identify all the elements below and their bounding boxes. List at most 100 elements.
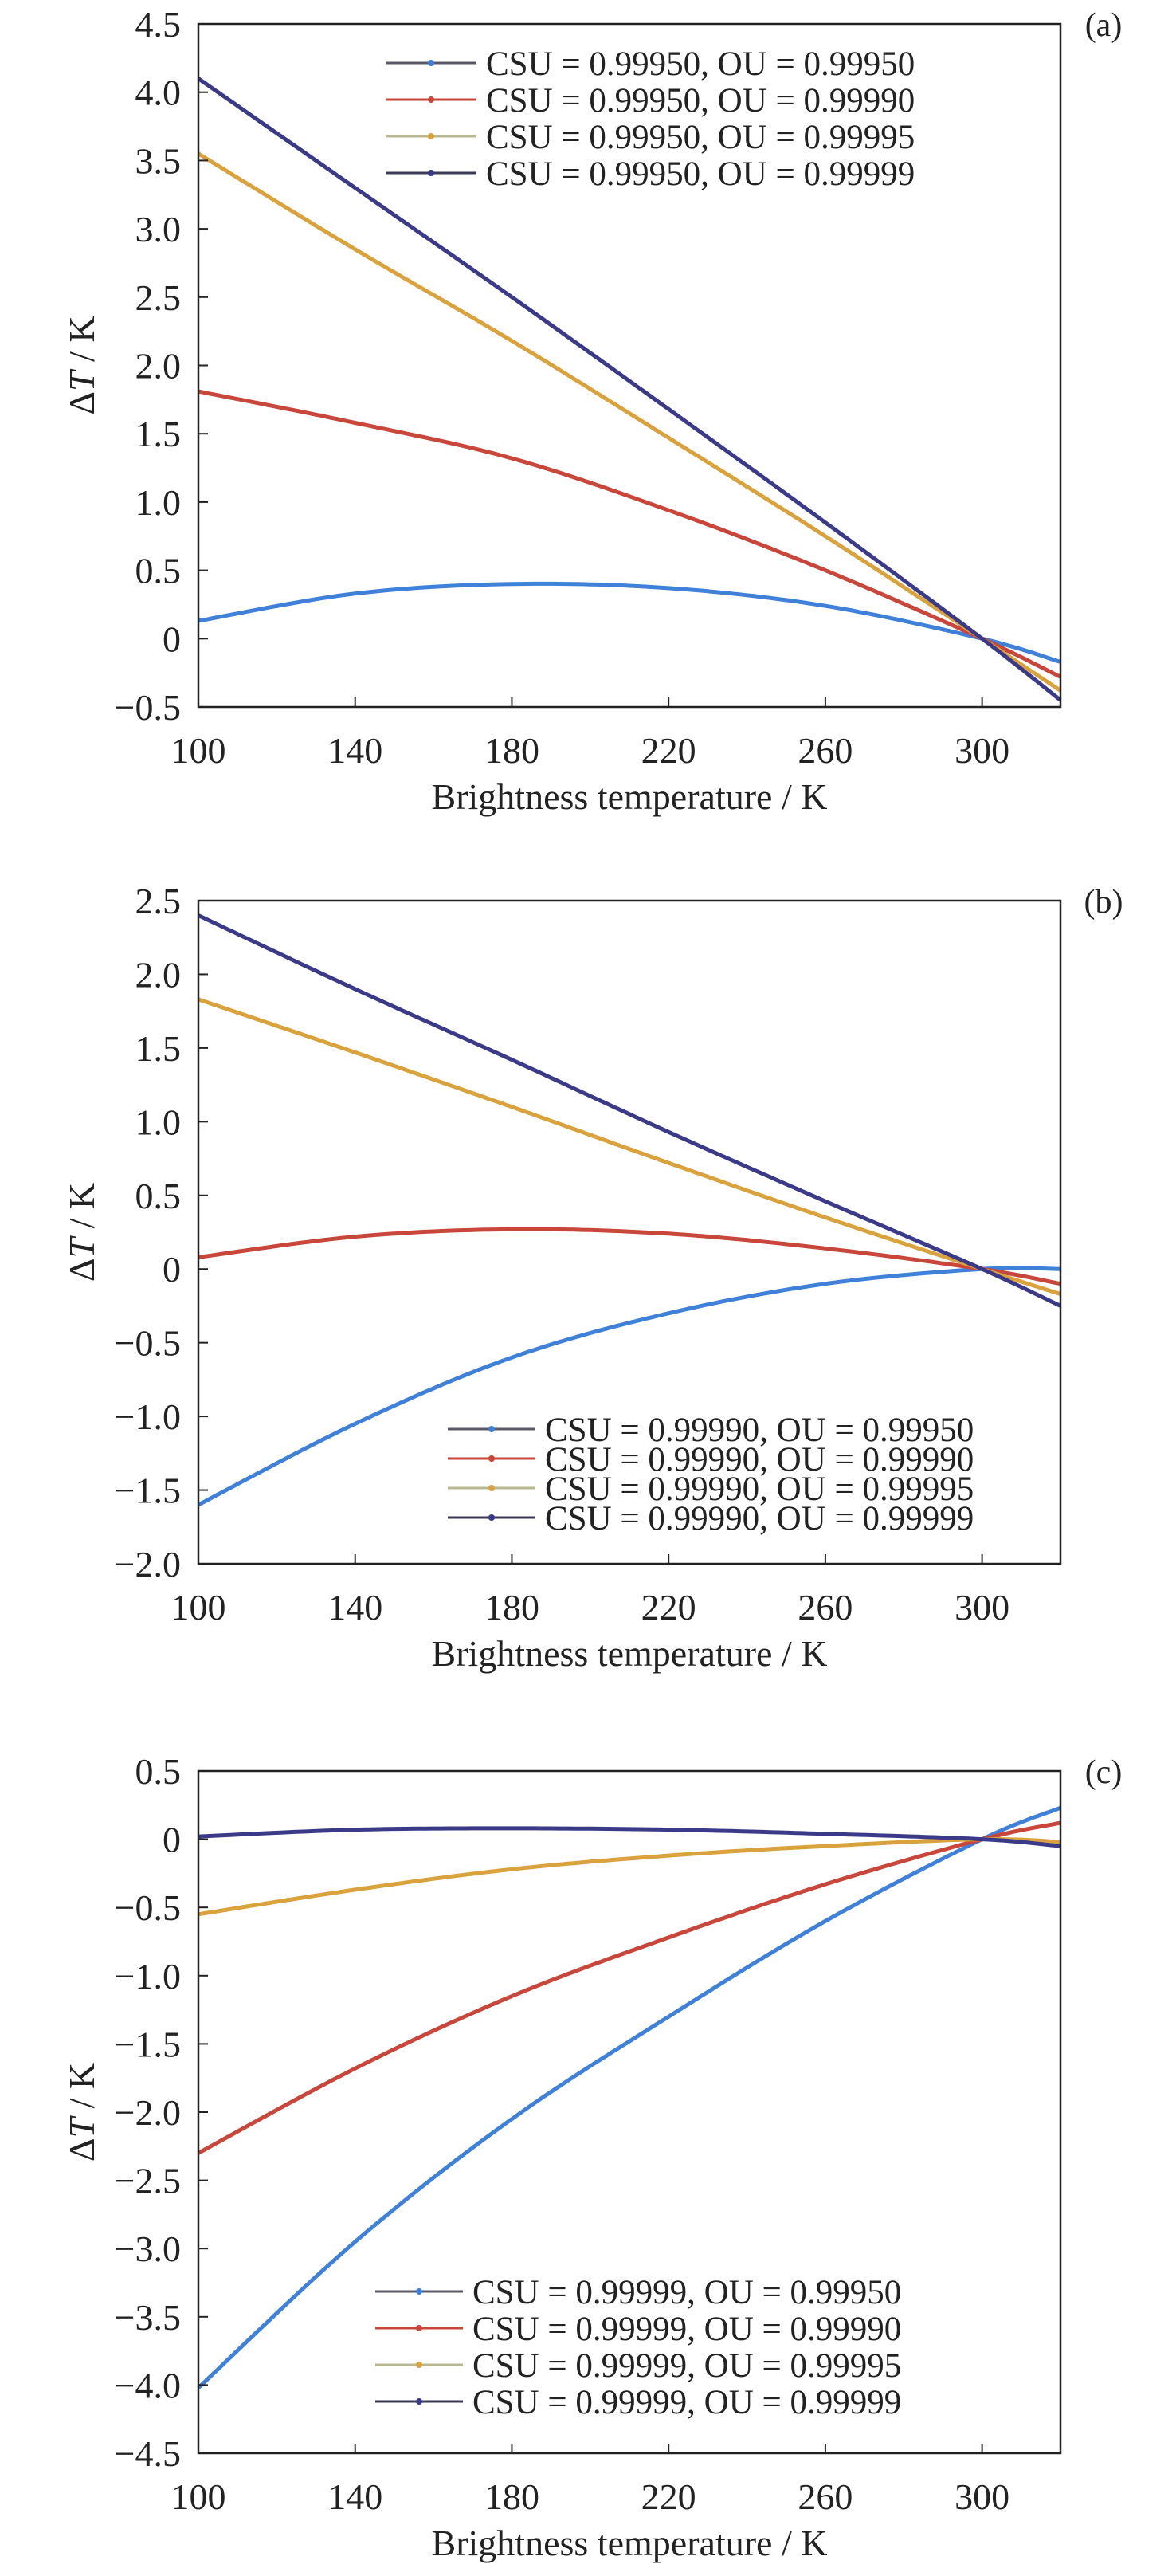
y-tick-label: 1.0 (135, 1101, 182, 1142)
y-tick-label: 0.5 (135, 1176, 182, 1216)
y-tick-label: −1.0 (115, 1396, 181, 1437)
series-line-1 (198, 581, 1061, 664)
legend-label: CSU = 0.99999, OU = 0.99950 (472, 2274, 901, 2311)
y-tick-label: −0.5 (115, 1887, 181, 1928)
plot-frame (197, 899, 1062, 1565)
y-tick-label: 0 (163, 1249, 181, 1290)
x-tick-label: 140 (327, 730, 382, 771)
legend-label: CSU = 0.99990, OU = 0.99995 (545, 1471, 974, 1508)
y-tick-label: −4.0 (115, 2365, 181, 2405)
panel-c: 100 140 180 220 260 300 −4.5 −4.0 −3.5 −3.0 −2.5 −2… (61, 1751, 1122, 2563)
y-axis-title-unit: / K (61, 1183, 102, 1238)
series-line-3 (197, 151, 1062, 693)
legend-marker (428, 60, 434, 66)
y-axis-title-unit: / K (61, 2063, 102, 2118)
y-tick-label: 2.0 (135, 954, 182, 995)
panel-label: (a) (1085, 7, 1123, 44)
legend-marker (488, 1455, 495, 1462)
legend-label: CSU = 0.99999, OU = 0.99990 (472, 2311, 901, 2348)
y-tick-label: −3.5 (115, 2297, 181, 2338)
legend-marker (428, 133, 434, 139)
y-tick-label: −3.0 (115, 2228, 181, 2269)
y-axis-title-unit: / K (61, 316, 102, 371)
panel-a: 100 140 180 220 260 300 −0.5 0 0.5 1.0 1.5 2.0 2.5 3.… (61, 4, 1122, 817)
y-tick-label: −1.5 (115, 1471, 181, 1511)
y-tick-label: 4.5 (135, 4, 182, 45)
series-line-2 (197, 1820, 1061, 2155)
y-tick-label: 0.5 (135, 551, 182, 591)
panel-label: (c) (1085, 1754, 1123, 1791)
series-line-4 (197, 913, 1062, 1308)
y-tick-label: 0.5 (135, 1751, 182, 1792)
x-tick-label: 100 (171, 2476, 226, 2517)
legend-marker (488, 1485, 495, 1491)
legend-marker (488, 1426, 495, 1432)
legend-marker (488, 1514, 495, 1521)
y-tick-label: −1.0 (115, 1956, 181, 1997)
x-tick-label: 140 (327, 2476, 382, 2517)
panel-b: 100 140 180 220 260 300 −2.0 −1.5 −1.0 −0.5 0 0.5 1.… (61, 881, 1123, 1674)
legend-label: CSU = 0.99990, OU = 0.99950 (545, 1412, 974, 1449)
legend-label: CSU = 0.99950, OU = 0.99995 (486, 119, 915, 156)
legend-label: CSU = 0.99950, OU = 0.99990 (486, 82, 915, 120)
series-line-4 (197, 77, 1062, 702)
legend-marker (428, 96, 434, 103)
x-tick-label: 260 (798, 2476, 853, 2517)
y-axis-title-variable: T (61, 2115, 102, 2138)
y-axis-title-delta: Δ (61, 2138, 102, 2162)
legend-marker (416, 2325, 422, 2331)
y-tick-label: 1.0 (135, 482, 182, 523)
x-axis-title: Brightness temperature / K (432, 1633, 828, 1674)
y-tick-label: 0 (163, 1820, 181, 1860)
series-line-3 (198, 997, 1061, 1297)
series-line-2 (198, 1227, 1061, 1286)
y-axis-title: ΔT / K (61, 316, 102, 414)
legend-label: CSU = 0.99999, OU = 0.99995 (472, 2347, 901, 2385)
y-tick-label: 2.5 (135, 881, 182, 921)
y-tick-label: −2.0 (115, 1544, 181, 1584)
x-axis-title: Brightness temperature / K (432, 2523, 828, 2563)
y-axis-title-variable: T (61, 1235, 102, 1259)
legend-marker (416, 2362, 422, 2368)
legend-label: CSU = 0.99990, OU = 0.99990 (545, 1441, 974, 1478)
x-tick-label: 100 (171, 1587, 226, 1628)
x-tick-label: 220 (641, 730, 696, 771)
x-tick-label: 140 (327, 1587, 382, 1628)
y-tick-label: 3.0 (135, 209, 182, 249)
x-axis-title: Brightness temperature / K (432, 776, 828, 817)
y-tick-label: 1.5 (135, 1028, 182, 1069)
x-tick-label: 180 (484, 2476, 539, 2517)
legend-label: CSU = 0.99950, OU = 0.99999 (486, 155, 915, 193)
y-tick-label: −4.5 (115, 2433, 181, 2474)
legend-marker (416, 2398, 422, 2405)
panel-label: (b) (1084, 884, 1123, 921)
y-tick-label: 2.5 (135, 277, 182, 318)
y-tick-label: 4.0 (135, 73, 182, 113)
x-tick-label: 220 (641, 2476, 696, 2517)
y-tick-label: 0 (163, 618, 181, 659)
series-line-3 (198, 1837, 1061, 1917)
x-tick-label: 180 (484, 1587, 539, 1628)
x-tick-label: 300 (955, 1587, 1009, 1628)
y-tick-label: −0.5 (115, 1323, 181, 1364)
legend-marker (416, 2288, 422, 2295)
y-tick-label: −2.0 (115, 2092, 181, 2133)
series-line-4 (198, 1826, 1061, 1848)
y-axis-title-delta: Δ (61, 1259, 102, 1282)
x-tick-label: 260 (798, 1587, 853, 1628)
legend-label: CSU = 0.99990, OU = 0.99999 (545, 1500, 974, 1537)
y-tick-label: −1.5 (115, 2024, 181, 2064)
x-tick-label: 300 (955, 2476, 1009, 2517)
series-line-2 (198, 389, 1062, 679)
y-axis-title: ΔT / K (61, 1183, 102, 1282)
x-tick-label: 300 (955, 730, 1009, 771)
y-tick-label: 3.5 (135, 140, 182, 181)
legend-label: CSU = 0.99950, OU = 0.99950 (486, 45, 915, 83)
y-axis-title-delta: Δ (61, 391, 102, 415)
legend-label: CSU = 0.99999, OU = 0.99999 (472, 2384, 901, 2421)
y-tick-label: −0.5 (115, 687, 181, 728)
